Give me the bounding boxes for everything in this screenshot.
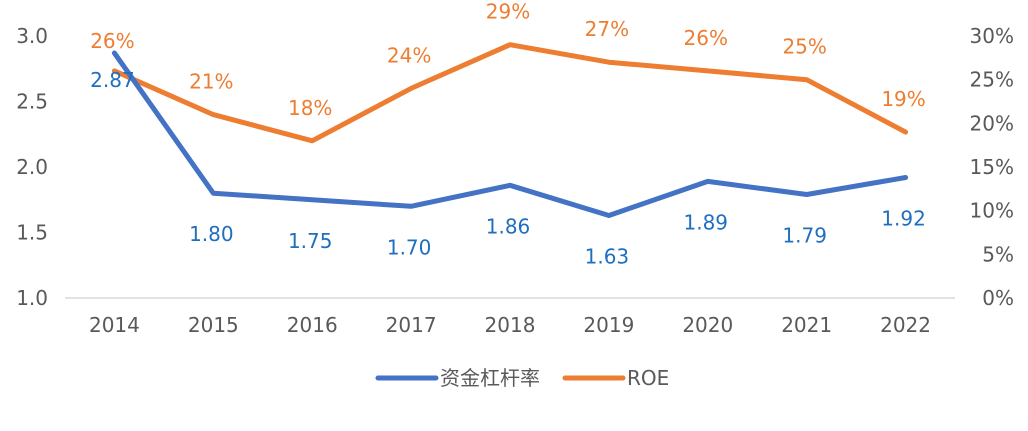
left-tick-label: 1.0 [16, 286, 48, 310]
right-tick-label: 30% [970, 24, 1014, 48]
roe-data-label: 26% [684, 26, 728, 50]
right-tick-label: 10% [970, 199, 1014, 223]
right-tick-label: 0% [982, 286, 1014, 310]
legend-leverage-label: 资金杠杆率 [440, 366, 540, 390]
left-tick-label: 2.0 [16, 155, 48, 179]
leverage-data-label: 1.92 [881, 206, 926, 230]
x-tick-label: 2022 [880, 313, 931, 337]
legend-roe-label: ROE [627, 366, 669, 390]
roe-data-label: 19% [881, 87, 925, 111]
right-tick-label: 15% [970, 155, 1014, 179]
leverage-data-label: 1.86 [486, 214, 531, 238]
leverage-data-label: 1.80 [189, 222, 234, 246]
x-tick-label: 2019 [583, 313, 634, 337]
x-tick-label: 2015 [188, 313, 239, 337]
leverage-data-label: 1.63 [585, 244, 630, 268]
x-tick-label: 2017 [386, 313, 437, 337]
leverage-data-label: 1.75 [288, 229, 333, 253]
leverage-series-line [111, 50, 909, 218]
x-tick-label: 2021 [781, 313, 832, 337]
right-y-axis: 0% 5% 10% 15% 20% 25% 30% [970, 24, 1014, 310]
leverage-data-label: 1.79 [782, 224, 827, 248]
x-tick-label: 2018 [485, 313, 536, 337]
leverage-data-label: 1.89 [684, 210, 729, 234]
x-tick-label: 2016 [287, 313, 338, 337]
leverage-data-label: 2.87 [90, 68, 135, 92]
right-tick-label: 25% [970, 68, 1014, 92]
x-tick-label: 2020 [682, 313, 733, 337]
left-tick-label: 3.0 [16, 24, 48, 48]
right-tick-label: 5% [982, 242, 1014, 266]
left-y-axis: 1.0 1.5 2.0 2.5 3.0 [16, 24, 48, 310]
right-tick-label: 20% [970, 111, 1014, 135]
series-lines [111, 42, 909, 218]
x-tick-label: 2014 [89, 313, 140, 337]
roe-data-label: 27% [585, 17, 629, 41]
leverage-data-label: 1.70 [387, 235, 432, 259]
left-tick-label: 1.5 [16, 221, 48, 245]
roe-data-label: 18% [288, 96, 332, 120]
left-tick-label: 2.5 [16, 90, 48, 114]
x-axis: 2014 2015 2016 2017 2018 2019 2020 2021 2022 [89, 313, 931, 337]
roe-data-label: 25% [782, 35, 826, 59]
roe-data-label: 26% [90, 29, 134, 53]
roe-data-label: 21% [189, 70, 233, 94]
legend: 资金杠杆率 ROE [375, 366, 669, 390]
roe-data-label: 24% [387, 43, 431, 67]
roe-data-label: 29% [486, 0, 530, 24]
roe-series-line [111, 42, 909, 144]
data-labels: 2.87 1.80 1.75 1.70 1.86 1.63 1.89 1.79 1.92 26% 2… [90, 0, 926, 268]
